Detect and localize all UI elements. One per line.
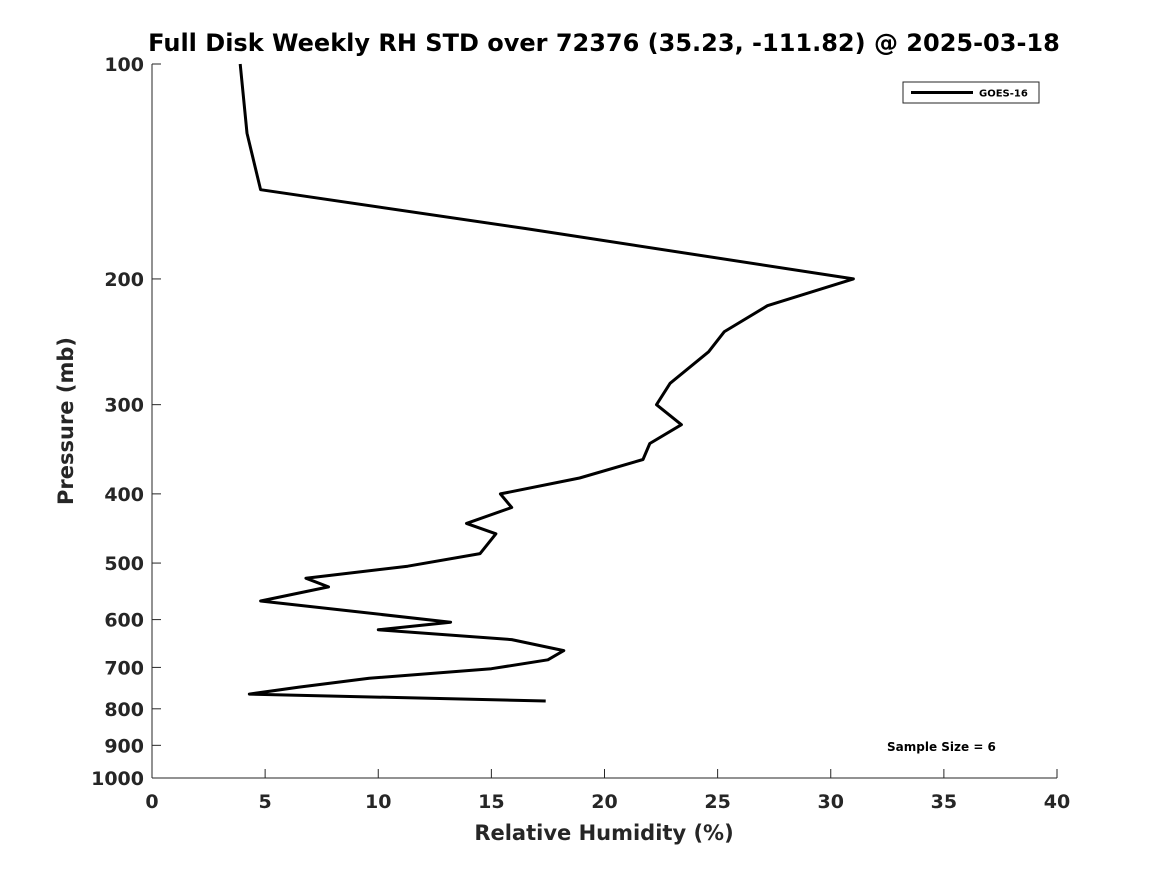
x-axis-ticks: 0 5 10 15 20 25 30 35 40 bbox=[145, 769, 1070, 813]
chart-title: Full Disk Weekly RH STD over 72376 (35.2… bbox=[148, 29, 1060, 57]
y-tick-label: 400 bbox=[104, 484, 144, 506]
x-tick-label: 40 bbox=[1044, 791, 1070, 813]
y-tick-label: 800 bbox=[104, 699, 144, 721]
x-tick-label: 20 bbox=[591, 791, 617, 813]
x-tick-label: 25 bbox=[704, 791, 730, 813]
series-line-goes-16 bbox=[238, 63, 855, 703]
y-axis-label: Pressure (mb) bbox=[54, 337, 78, 505]
x-axis-label: Relative Humidity (%) bbox=[474, 821, 733, 845]
plot-area bbox=[152, 64, 1057, 778]
x-tick-label: 0 bbox=[145, 791, 158, 813]
y-tick-label: 100 bbox=[104, 54, 144, 76]
x-tick-label: 35 bbox=[931, 791, 957, 813]
x-tick-label: 30 bbox=[818, 791, 844, 813]
y-tick-label: 900 bbox=[104, 735, 144, 757]
legend: GOES-16 bbox=[902, 81, 1040, 104]
y-axis-ticks: 100 200 300 400 500 600 700 800 900 1000 bbox=[91, 54, 161, 790]
y-tick-label: 1000 bbox=[91, 768, 144, 790]
x-tick-label: 10 bbox=[365, 791, 391, 813]
y-tick-label: 300 bbox=[104, 395, 144, 417]
y-tick-label: 600 bbox=[104, 610, 144, 632]
y-tick-label: 500 bbox=[104, 553, 144, 575]
series-layer bbox=[238, 63, 855, 703]
y-tick-label: 200 bbox=[104, 269, 144, 291]
legend-label: GOES-16 bbox=[979, 89, 1028, 100]
x-tick-label: 15 bbox=[478, 791, 504, 813]
x-tick-label: 5 bbox=[259, 791, 272, 813]
y-tick-label: 700 bbox=[104, 657, 144, 679]
sample-size-annotation: Sample Size = 6 bbox=[887, 740, 996, 754]
